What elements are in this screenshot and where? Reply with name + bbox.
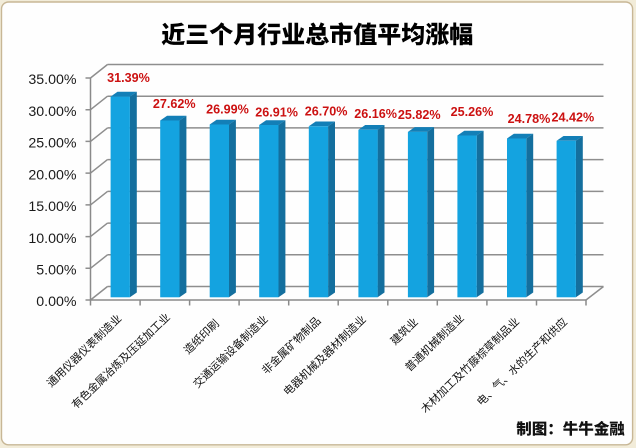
svg-text:25.26%: 25.26% bbox=[451, 105, 494, 119]
svg-text:31.39%: 31.39% bbox=[107, 71, 150, 85]
svg-text:25.82%: 25.82% bbox=[398, 108, 441, 122]
svg-text:27.62%: 27.62% bbox=[153, 97, 196, 111]
svg-text:26.91%: 26.91% bbox=[255, 106, 298, 120]
svg-text:0.00%: 0.00% bbox=[36, 294, 77, 310]
svg-text:26.70%: 26.70% bbox=[305, 105, 348, 119]
svg-text:24.78%: 24.78% bbox=[508, 112, 551, 126]
svg-text:35.00%: 35.00% bbox=[28, 72, 77, 88]
svg-text:5.00%: 5.00% bbox=[36, 263, 77, 279]
svg-text:15.00%: 15.00% bbox=[28, 199, 77, 215]
svg-text:30.00%: 30.00% bbox=[28, 104, 77, 120]
svg-text:26.16%: 26.16% bbox=[354, 107, 397, 121]
svg-text:20.00%: 20.00% bbox=[28, 167, 77, 183]
svg-text:10.00%: 10.00% bbox=[28, 231, 77, 247]
svg-text:24.42%: 24.42% bbox=[552, 110, 595, 124]
svg-text:25.00%: 25.00% bbox=[28, 136, 77, 152]
svg-text:26.99%: 26.99% bbox=[206, 102, 249, 116]
